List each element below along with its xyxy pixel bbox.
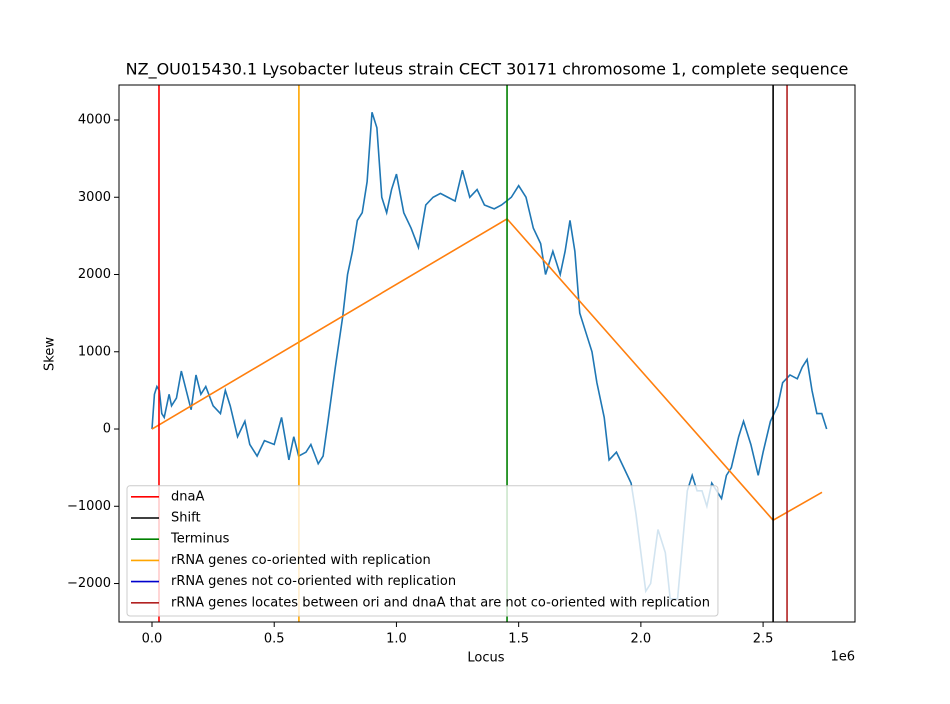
y-tick-label: 3000 bbox=[78, 190, 111, 205]
y-tick-label: 2000 bbox=[78, 267, 111, 282]
legend-label: Terminus bbox=[170, 532, 230, 547]
x-tick-label: 0.5 bbox=[264, 632, 285, 647]
legend-box bbox=[126, 485, 719, 617]
y-axis-label: Skew bbox=[43, 337, 58, 371]
y-tick-label: 1000 bbox=[78, 344, 111, 359]
axes-frame bbox=[118, 84, 856, 623]
legend-label: dnaA bbox=[171, 489, 204, 504]
legend-label: rRNA genes not co-oriented with replicat… bbox=[171, 574, 456, 589]
data-line bbox=[151, 217, 823, 522]
x-tick-label: 1.0 bbox=[386, 632, 407, 647]
x-axis-label: Locus bbox=[467, 651, 504, 666]
legend-label: rRNA genes locates between ori and dnaA … bbox=[171, 595, 710, 610]
x-tick-label: 2.5 bbox=[753, 632, 774, 647]
x-tick-label: 2.0 bbox=[631, 632, 652, 647]
legend-label: rRNA genes co-oriented with replication bbox=[171, 553, 431, 568]
y-tick-label: −1000 bbox=[67, 499, 111, 514]
x-tick-label: 0.0 bbox=[142, 632, 163, 647]
y-tick-label: 0 bbox=[103, 422, 111, 437]
y-tick-label: −2000 bbox=[67, 576, 111, 591]
x-offset-label: 1e6 bbox=[830, 650, 855, 665]
legend-label: Shift bbox=[171, 511, 201, 526]
chart-title: NZ_OU015430.1 Lysobacter luteus strain C… bbox=[126, 60, 849, 80]
x-tick-label: 1.5 bbox=[508, 632, 529, 647]
legend: dnaA Shift Terminus rRNA genes co-oriented … bbox=[126, 485, 719, 617]
y-tick-label: 4000 bbox=[78, 112, 111, 127]
